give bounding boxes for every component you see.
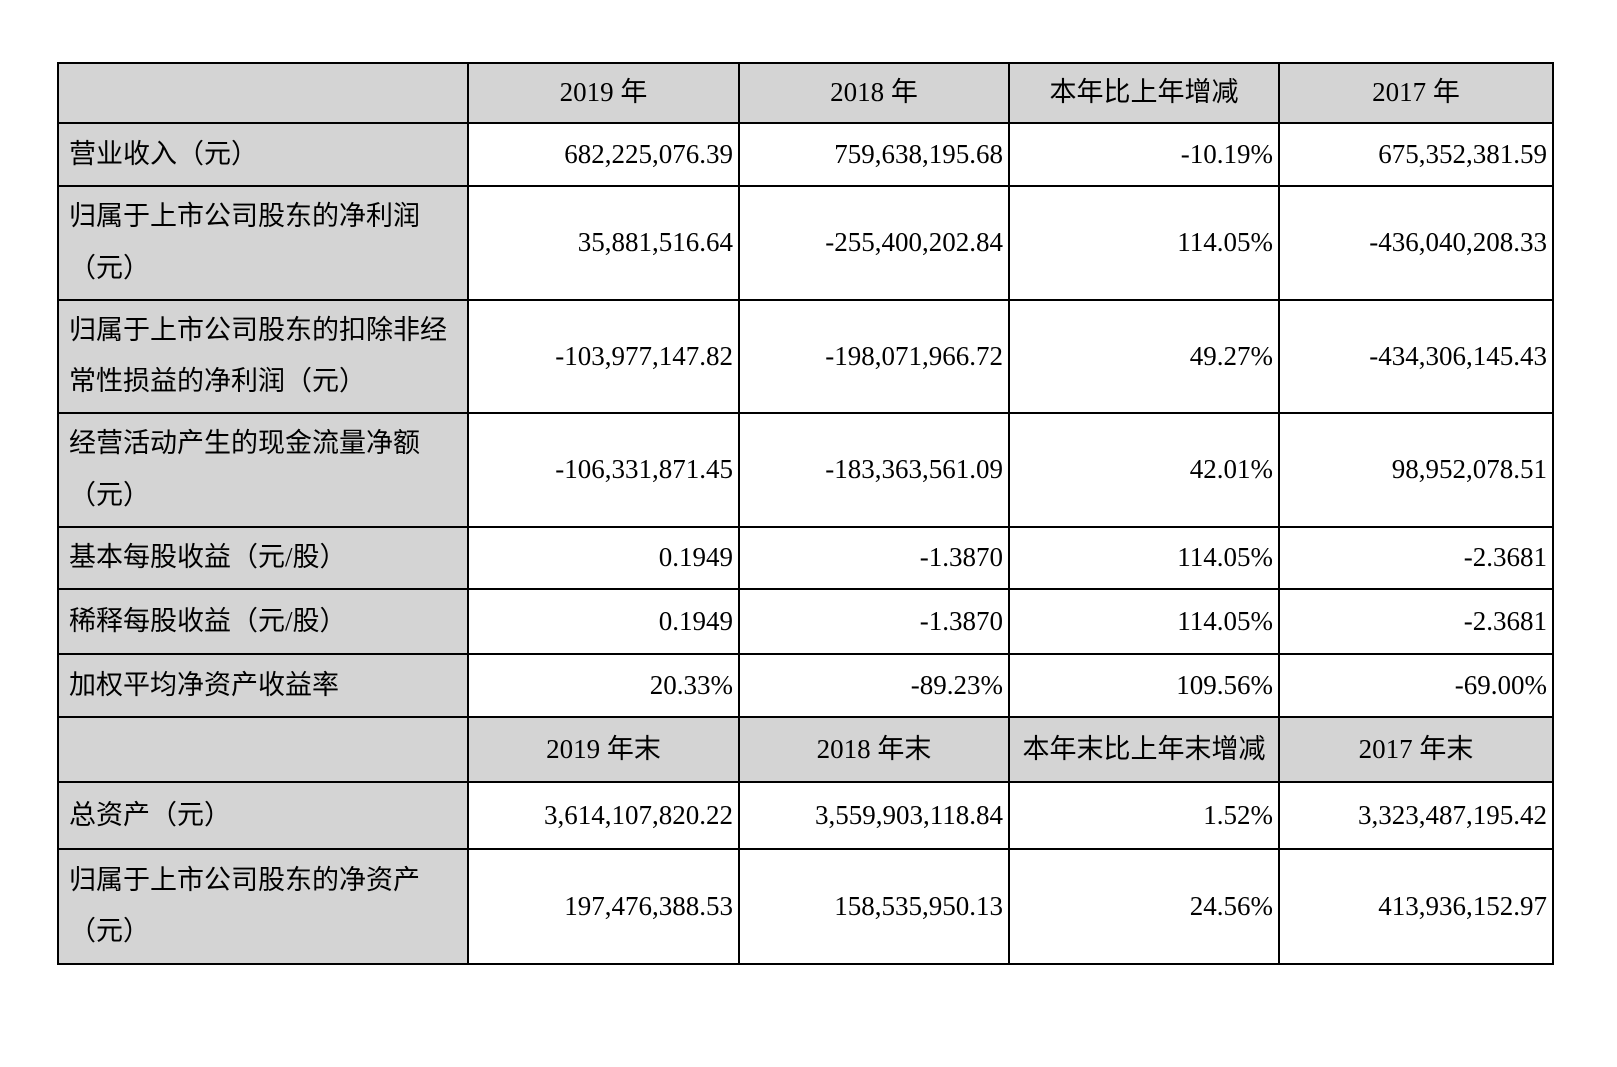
row-label: 经营活动产生的现金流量净额（元） xyxy=(57,412,469,528)
table-row-operating-cash-flow: 经营活动产生的现金流量净额（元） -106,331,871.45 -183,36… xyxy=(57,412,1554,528)
cell-value-2017: 98,952,078.51 xyxy=(1278,412,1554,528)
table-row-net-profit-attributable: 归属于上市公司股东的净利润（元） 35,881,516.64 -255,400,… xyxy=(57,185,1554,301)
cell-value-2019: -103,977,147.82 xyxy=(467,298,740,415)
table-row-weighted-avg-roe: 加权平均净资产收益率 20.33% -89.23% 109.56% -69.00… xyxy=(57,652,1554,718)
cell-value-change: 114.05% xyxy=(1008,185,1280,301)
column-header-2017: 2017 年 xyxy=(1278,62,1554,124)
cell-value-2019: 3,614,107,820.22 xyxy=(467,780,740,850)
row-label: 总资产（元） xyxy=(57,780,469,850)
cell-value-2019: -106,331,871.45 xyxy=(467,412,740,528)
cell-value-change: 24.56% xyxy=(1008,847,1280,965)
row-label: 加权平均净资产收益率 xyxy=(57,652,469,718)
cell-value-2018: -198,071,966.72 xyxy=(738,298,1010,415)
table-row-net-assets-attributable: 归属于上市公司股东的净资产（元） 197,476,388.53 158,535,… xyxy=(57,847,1554,965)
column-header-2019-end: 2019 年末 xyxy=(467,715,740,783)
cell-value-2018: 158,535,950.13 xyxy=(738,847,1010,965)
column-header-2019: 2019 年 xyxy=(467,62,740,124)
cell-value-2017: -69.00% xyxy=(1278,652,1554,718)
row-label: 归属于上市公司股东的扣除非经常性损益的净利润（元） xyxy=(57,298,469,415)
cell-value-change: 42.01% xyxy=(1008,412,1280,528)
cell-value-2019: 35,881,516.64 xyxy=(467,185,740,301)
row-label: 基本每股收益（元/股） xyxy=(57,525,469,590)
cell-value-change: 114.05% xyxy=(1008,587,1280,655)
cell-value-2018: -1.3870 xyxy=(738,587,1010,655)
column-header-yearend-change: 本年末比上年末增减 xyxy=(1008,715,1280,783)
cell-value-change: 109.56% xyxy=(1008,652,1280,718)
cell-value-change: 1.52% xyxy=(1008,780,1280,850)
cell-value-change: 49.27% xyxy=(1008,298,1280,415)
cell-value-change: -10.19% xyxy=(1008,122,1280,187)
cell-value-change: 114.05% xyxy=(1008,525,1280,590)
cell-value-2018: 3,559,903,118.84 xyxy=(738,780,1010,850)
row-label: 稀释每股收益（元/股） xyxy=(57,587,469,655)
cell-value-2018: 759,638,195.68 xyxy=(738,122,1010,187)
cell-value-2019: 20.33% xyxy=(467,652,740,718)
cell-value-2018: -183,363,561.09 xyxy=(738,412,1010,528)
table-header-row-yearend: 2019 年末 2018 年末 本年末比上年末增减 2017 年末 xyxy=(57,715,1554,783)
column-header-2018: 2018 年 xyxy=(738,62,1010,124)
cell-value-2019: 197,476,388.53 xyxy=(467,847,740,965)
column-header-2018-end: 2018 年末 xyxy=(738,715,1010,783)
cell-value-2017: -2.3681 xyxy=(1278,587,1554,655)
column-header-2017-end: 2017 年末 xyxy=(1278,715,1554,783)
row-label: 营业收入（元） xyxy=(57,122,469,187)
cell-value-2017: 3,323,487,195.42 xyxy=(1278,780,1554,850)
cell-value-2017: -2.3681 xyxy=(1278,525,1554,590)
cell-value-2019: 0.1949 xyxy=(467,587,740,655)
table-row-net-profit-excl-nonrecurring: 归属于上市公司股东的扣除非经常性损益的净利润（元） -103,977,147.8… xyxy=(57,298,1554,415)
cell-value-2019: 0.1949 xyxy=(467,525,740,590)
table-row-total-assets: 总资产（元） 3,614,107,820.22 3,559,903,118.84… xyxy=(57,780,1554,850)
cell-value-2017: -434,306,145.43 xyxy=(1278,298,1554,415)
cell-value-2017: -436,040,208.33 xyxy=(1278,185,1554,301)
cell-value-2018: -1.3870 xyxy=(738,525,1010,590)
table-header-row-annual: 2019 年 2018 年 本年比上年增减 2017 年 xyxy=(57,62,1554,124)
cell-value-2018: -255,400,202.84 xyxy=(738,185,1010,301)
table-row-diluted-eps: 稀释每股收益（元/股） 0.1949 -1.3870 114.05% -2.36… xyxy=(57,587,1554,655)
header-empty-cell xyxy=(57,62,469,124)
row-label: 归属于上市公司股东的净利润（元） xyxy=(57,185,469,301)
cell-value-2018: -89.23% xyxy=(738,652,1010,718)
cell-value-2019: 682,225,076.39 xyxy=(467,122,740,187)
cell-value-2017: 675,352,381.59 xyxy=(1278,122,1554,187)
table-row-basic-eps: 基本每股收益（元/股） 0.1949 -1.3870 114.05% -2.36… xyxy=(57,525,1554,590)
column-header-yoy-change: 本年比上年增减 xyxy=(1008,62,1280,124)
financial-summary-table: 2019 年 2018 年 本年比上年增减 2017 年 营业收入（元） 682… xyxy=(57,62,1554,965)
header-empty-cell xyxy=(57,715,469,783)
table-row-operating-revenue: 营业收入（元） 682,225,076.39 759,638,195.68 -1… xyxy=(57,122,1554,187)
cell-value-2017: 413,936,152.97 xyxy=(1278,847,1554,965)
row-label: 归属于上市公司股东的净资产（元） xyxy=(57,847,469,965)
